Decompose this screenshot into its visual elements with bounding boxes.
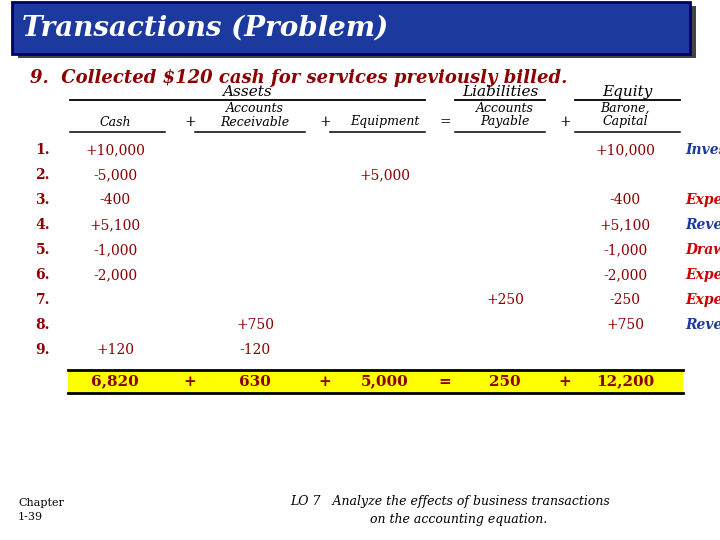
Text: Barone,: Barone, xyxy=(600,102,649,114)
Bar xyxy=(18,6,696,58)
Text: +5,100: +5,100 xyxy=(89,218,140,232)
Bar xyxy=(12,2,690,54)
Text: +: + xyxy=(559,375,572,388)
Text: 6,820: 6,820 xyxy=(91,375,139,388)
Text: 250: 250 xyxy=(489,375,521,388)
Text: 9.: 9. xyxy=(35,343,50,357)
Text: Drawings: Drawings xyxy=(685,243,720,257)
Text: Capital: Capital xyxy=(602,116,648,129)
Text: 1.: 1. xyxy=(35,143,50,157)
Text: Investment: Investment xyxy=(685,143,720,157)
Text: 6.: 6. xyxy=(35,268,50,282)
Text: -1,000: -1,000 xyxy=(93,243,137,257)
Text: -250: -250 xyxy=(610,293,641,307)
Text: +750: +750 xyxy=(606,318,644,332)
Text: Equipment: Equipment xyxy=(351,116,420,129)
Text: -5,000: -5,000 xyxy=(93,168,137,182)
Text: +750: +750 xyxy=(236,318,274,332)
Text: Transactions (Problem): Transactions (Problem) xyxy=(22,15,388,42)
Text: 8.: 8. xyxy=(35,318,50,332)
Text: +120: +120 xyxy=(96,343,134,357)
Text: 630: 630 xyxy=(239,375,271,388)
Text: 5.: 5. xyxy=(35,243,50,257)
Text: Accounts: Accounts xyxy=(226,102,284,114)
Text: +250: +250 xyxy=(486,293,524,307)
Text: -400: -400 xyxy=(99,193,130,207)
Text: -120: -120 xyxy=(240,343,271,357)
Text: +: + xyxy=(559,115,571,129)
Text: 7.: 7. xyxy=(35,293,50,307)
Text: Accounts: Accounts xyxy=(476,102,534,114)
Text: +5,000: +5,000 xyxy=(359,168,410,182)
Text: 5,000: 5,000 xyxy=(361,375,409,388)
Bar xyxy=(68,370,683,393)
Text: 12,200: 12,200 xyxy=(596,375,654,388)
Text: 2.: 2. xyxy=(35,168,50,182)
Text: -2,000: -2,000 xyxy=(93,268,137,282)
Text: -2,000: -2,000 xyxy=(603,268,647,282)
Text: Expense: Expense xyxy=(685,193,720,207)
Text: Expense: Expense xyxy=(685,268,720,282)
Text: +: + xyxy=(319,375,331,388)
Text: =: = xyxy=(439,115,451,129)
Text: Equity: Equity xyxy=(602,85,652,99)
Text: +10,000: +10,000 xyxy=(85,143,145,157)
Text: Expense: Expense xyxy=(685,293,720,307)
Text: =: = xyxy=(438,375,451,388)
Text: 3.: 3. xyxy=(35,193,50,207)
Text: Assets: Assets xyxy=(222,85,272,99)
Text: +5,100: +5,100 xyxy=(600,218,651,232)
Text: LO 7   Analyze the effects of business transactions
                    on the a: LO 7 Analyze the effects of business tra… xyxy=(290,495,610,525)
Text: Chapter
1-39: Chapter 1-39 xyxy=(18,498,64,522)
Text: +: + xyxy=(184,375,197,388)
Text: Liabilities: Liabilities xyxy=(462,85,538,99)
Text: +10,000: +10,000 xyxy=(595,143,655,157)
Text: Receivable: Receivable xyxy=(220,116,289,129)
Text: 4.: 4. xyxy=(35,218,50,232)
Text: Payable: Payable xyxy=(480,116,530,129)
Text: Revenue: Revenue xyxy=(685,218,720,232)
Text: -400: -400 xyxy=(609,193,641,207)
Text: -1,000: -1,000 xyxy=(603,243,647,257)
Text: Cash: Cash xyxy=(99,116,131,129)
Text: +: + xyxy=(319,115,330,129)
Text: +: + xyxy=(184,115,196,129)
Text: Revenue: Revenue xyxy=(685,318,720,332)
Text: 9.  Collected $120 cash for services previously billed.: 9. Collected $120 cash for services prev… xyxy=(30,69,567,87)
